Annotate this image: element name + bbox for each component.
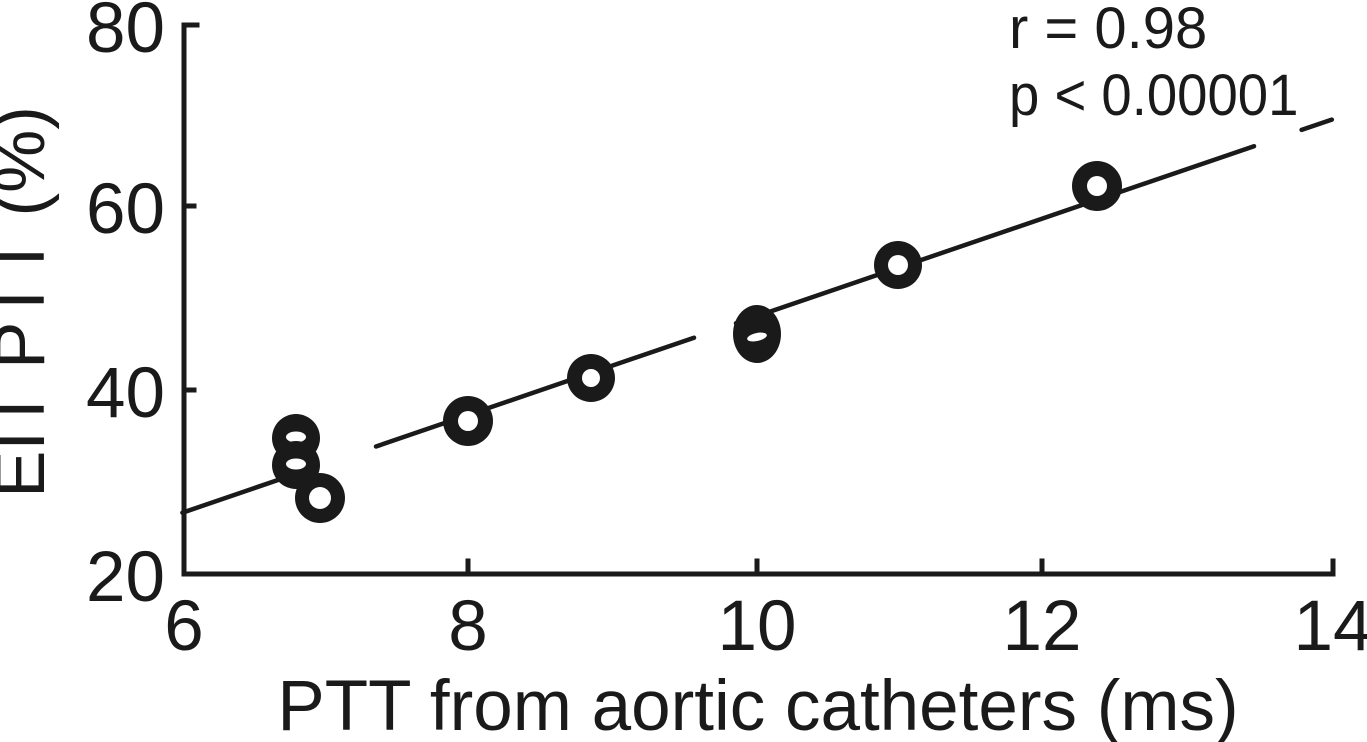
svg-text:EIT PTT (%): EIT PTT (%)	[0, 106, 60, 498]
svg-text:8: 8	[448, 587, 488, 666]
svg-text:r = 0.98: r = 0.98	[1009, 0, 1207, 61]
svg-text:p < 0.00001: p < 0.00001	[1009, 62, 1298, 127]
svg-text:6: 6	[164, 587, 204, 666]
svg-text:10: 10	[718, 587, 797, 666]
svg-text:12: 12	[1003, 587, 1082, 666]
svg-text:60: 60	[86, 170, 165, 249]
svg-text:PTT from aortic catheters (ms): PTT from aortic catheters (ms)	[277, 667, 1238, 742]
svg-text:40: 40	[86, 354, 165, 433]
svg-text:80: 80	[86, 0, 165, 68]
svg-text:20: 20	[86, 538, 165, 617]
svg-text:14: 14	[1294, 587, 1367, 666]
